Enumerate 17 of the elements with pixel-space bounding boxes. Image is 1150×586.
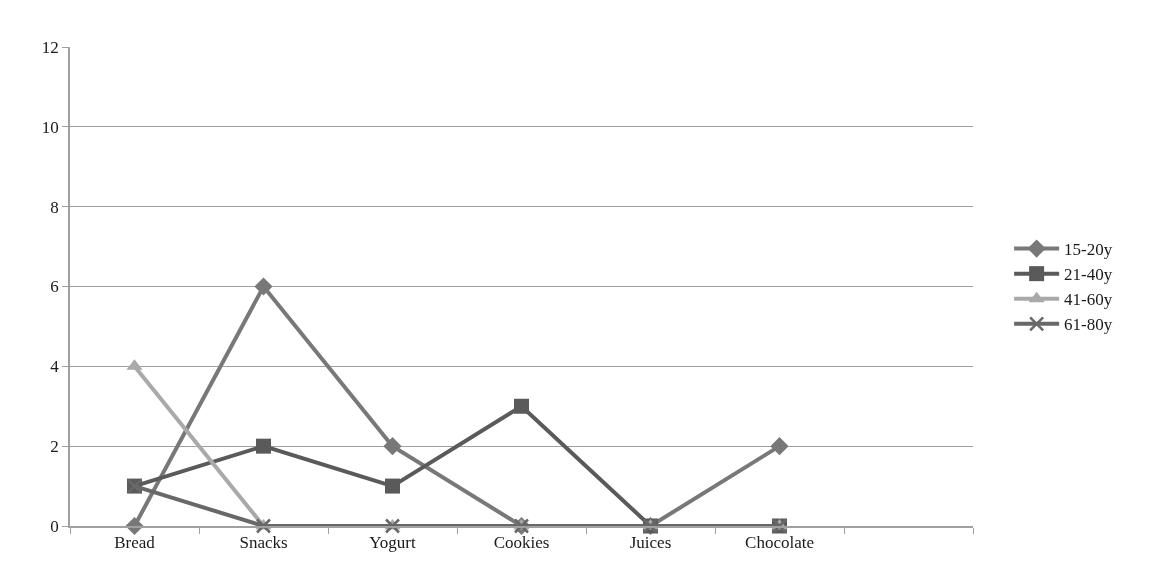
legend-label: 61-80y bbox=[1064, 315, 1113, 335]
y-tick-label: 0 bbox=[50, 516, 59, 536]
x-tick-label: Yogurt bbox=[369, 533, 416, 553]
x-tick-label: Bread bbox=[114, 533, 156, 553]
x-tick-label: Snacks bbox=[239, 533, 288, 553]
legend-label: 41-60y bbox=[1064, 290, 1113, 310]
y-tick-label: 12 bbox=[41, 37, 59, 57]
legend-label: 21-40y bbox=[1064, 265, 1113, 285]
y-tick-label: 10 bbox=[41, 117, 59, 137]
x-tick-label: Juices bbox=[629, 533, 672, 553]
y-tick-label: 6 bbox=[50, 277, 59, 297]
legend-label: 15-20y bbox=[1064, 240, 1113, 260]
x-tick-label: Cookies bbox=[493, 533, 550, 553]
y-tick-label: 2 bbox=[50, 437, 59, 457]
x-tick-label: Chocolate bbox=[745, 533, 814, 553]
y-tick-label: 4 bbox=[50, 357, 60, 377]
y-tick-label: 8 bbox=[50, 197, 59, 217]
